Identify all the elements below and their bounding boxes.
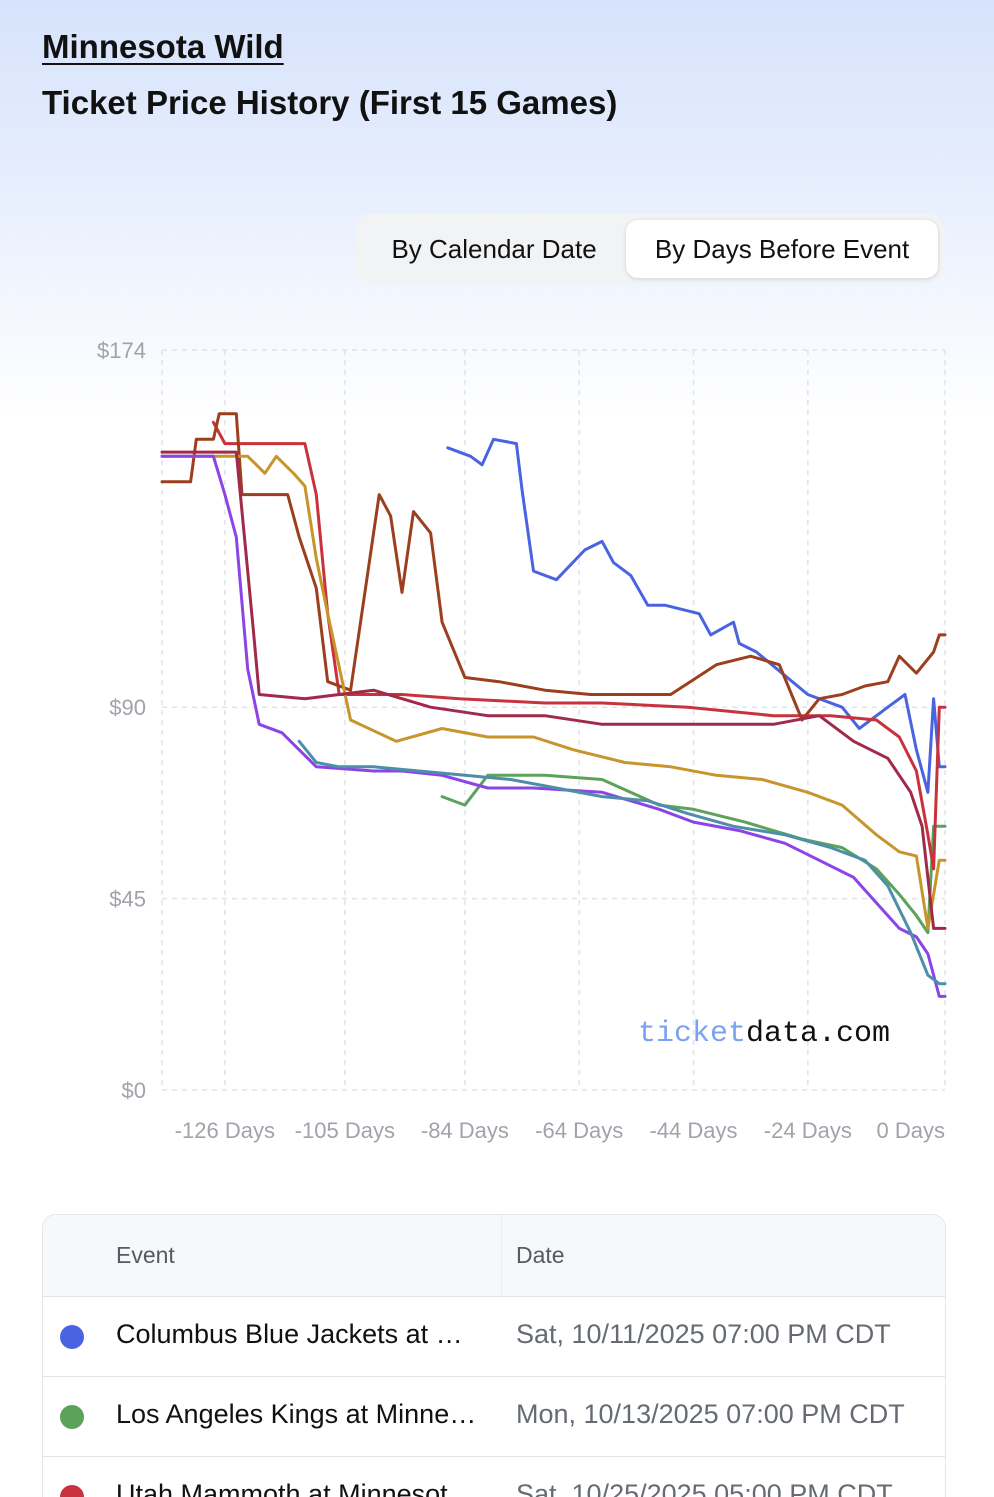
series-line-5[interactable] <box>160 454 947 930</box>
series-color-dot <box>60 1405 84 1429</box>
series-line-4[interactable] <box>160 412 947 722</box>
x-tick-label: -105 Days <box>295 1118 395 1143</box>
x-tick-label: -64 Days <box>535 1118 623 1143</box>
y-tick-label: $45 <box>109 887 146 912</box>
watermark-part-1: ticket <box>638 1017 746 1051</box>
table-header: Event Date <box>43 1215 945 1297</box>
table-body: Columbus Blue Jackets at Minnesota Wild S… <box>43 1297 945 1497</box>
events-table: Event Date Columbus Blue Jackets at Minn… <box>42 1214 946 1497</box>
watermark: ticketdata.com <box>638 1017 890 1051</box>
page-title: Ticket Price History (First 15 Games) <box>42 84 618 121</box>
event-name-cell: Los Angeles Kings at Minnesota Wild <box>116 1399 481 1429</box>
watermark-part-2: data.com <box>746 1017 890 1051</box>
series-line-3[interactable] <box>211 420 947 871</box>
y-tick-label: $0 <box>122 1078 146 1103</box>
y-tick-label: $90 <box>109 695 146 720</box>
column-divider <box>501 1215 502 1296</box>
series-line-6[interactable] <box>160 454 947 998</box>
x-tick-label: 0 Days <box>877 1118 945 1143</box>
event-date-cell: Mon, 10/13/2025 07:00 PM CDT <box>516 1399 905 1429</box>
series-color-dot <box>60 1485 84 1497</box>
by-days-before-event-button[interactable]: By Days Before Event <box>626 220 938 278</box>
chart-series <box>160 412 947 998</box>
event-name-cell: Columbus Blue Jackets at Minnesota Wild <box>116 1319 481 1349</box>
series-line-8[interactable] <box>160 450 947 930</box>
chart-axes: $174 $90 $45 $0 -126 Days -105 Days -84 Days -6… <box>97 338 945 1143</box>
series-line-1[interactable] <box>446 437 947 794</box>
table-row[interactable]: Columbus Blue Jackets at Minnesota Wild S… <box>43 1297 945 1377</box>
x-tick-label: -44 Days <box>650 1118 738 1143</box>
view-toggle: By Calendar Date By Days Before Event <box>356 214 944 284</box>
event-name-cell: Utah Mammoth at Minnesota Wild <box>116 1479 481 1497</box>
column-header-event[interactable]: Event <box>116 1242 175 1268</box>
event-date-cell: Sat, 10/11/2025 07:00 PM CDT <box>516 1319 891 1349</box>
team-name-link[interactable]: Minnesota Wild <box>42 28 284 65</box>
column-header-date[interactable]: Date <box>516 1242 565 1268</box>
x-tick-label: -84 Days <box>421 1118 509 1143</box>
series-color-dot <box>60 1325 84 1349</box>
x-tick-label: -24 Days <box>764 1118 852 1143</box>
x-tick-label: -126 Days <box>175 1118 275 1143</box>
table-row[interactable]: Los Angeles Kings at Minnesota Wild Mon, … <box>43 1377 945 1457</box>
by-calendar-date-button[interactable]: By Calendar Date <box>391 233 597 264</box>
price-history-chart: $174 $90 $45 $0 -126 Days -105 Days -84 Days -6… <box>97 338 947 1143</box>
series-line-2[interactable] <box>440 773 947 935</box>
series-line-7[interactable] <box>297 739 947 986</box>
event-date-cell: Sat, 10/25/2025 05:00 PM CDT <box>516 1479 893 1497</box>
table-row[interactable]: Utah Mammoth at Minnesota Wild Sat, 10/25… <box>43 1457 945 1497</box>
y-tick-label: $174 <box>97 338 146 363</box>
